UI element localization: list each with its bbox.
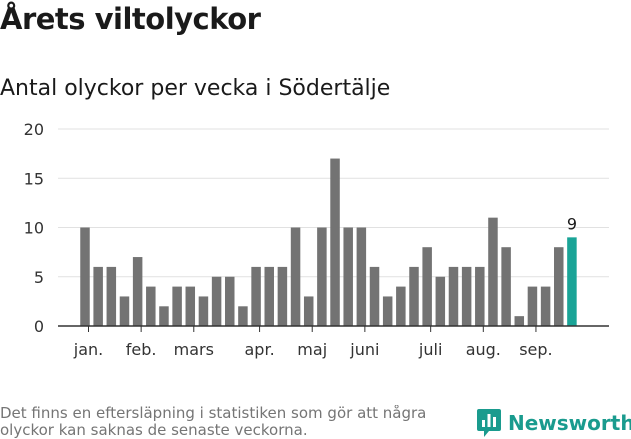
x-tick-label: feb.	[126, 340, 157, 359]
bar	[80, 227, 90, 326]
bar-chart: 0 5 10 15 20 9 jan. feb. mars apr. maj juni juli aug.…	[24, 120, 609, 359]
bar	[409, 266, 419, 326]
x-tick-label: maj	[297, 340, 327, 359]
bar	[396, 286, 406, 326]
bar	[514, 316, 525, 326]
bar	[159, 306, 169, 326]
y-tick-label: 10	[24, 219, 44, 238]
x-tick-label: apr.	[245, 340, 275, 359]
bar	[264, 266, 274, 326]
bars	[80, 158, 577, 326]
x-tick-label: sep.	[519, 340, 552, 359]
y-tick-label: 15	[24, 169, 44, 188]
newsworthy-logo-icon	[477, 409, 501, 437]
brand-name: Newsworthy	[508, 411, 631, 435]
bar	[132, 257, 143, 326]
x-tick-label: juni	[349, 340, 379, 359]
bar	[277, 266, 288, 326]
highlight-value-label: 9	[567, 214, 577, 233]
x-tick-label: aug.	[466, 340, 501, 359]
y-tick-label: 5	[34, 268, 44, 287]
bar	[211, 276, 222, 326]
bar	[317, 227, 327, 326]
bar	[290, 227, 301, 326]
bar	[461, 266, 472, 326]
chart-title: Årets viltolyckor	[0, 2, 261, 36]
bar	[501, 247, 511, 326]
bar	[106, 266, 117, 326]
bar	[185, 286, 196, 326]
bar	[330, 158, 340, 326]
x-tick-label: mars	[174, 340, 214, 359]
bar	[540, 286, 551, 326]
bar	[382, 296, 393, 326]
bar-highlighted	[567, 237, 577, 326]
bar	[146, 286, 156, 326]
axes	[58, 325, 609, 332]
bar	[343, 227, 353, 326]
bar	[527, 286, 538, 326]
bar	[448, 266, 459, 326]
bar	[488, 217, 498, 326]
bar	[435, 276, 446, 326]
bar	[554, 247, 564, 326]
bar	[422, 247, 432, 326]
footnote: Det finns en eftersläpning i statistiken…	[0, 405, 427, 439]
bar	[172, 286, 182, 326]
bar	[303, 296, 314, 326]
bar	[369, 266, 380, 326]
bar	[119, 296, 130, 326]
y-tick-label: 20	[24, 120, 44, 139]
bar	[356, 227, 367, 326]
bar	[475, 266, 485, 326]
x-tick-label: juli	[418, 340, 442, 359]
bar	[225, 276, 235, 326]
bar	[251, 266, 261, 326]
bar	[238, 306, 248, 326]
labels: 0 5 10 15 20 9 jan. feb. mars apr. maj juni juli aug.…	[24, 120, 577, 359]
bar	[198, 296, 209, 326]
y-tick-label: 0	[34, 317, 44, 336]
chart-subtitle: Antal olyckor per vecka i Södertälje	[0, 76, 391, 101]
bar	[93, 266, 103, 326]
brand[interactable]: Newsworthy	[476, 407, 631, 439]
x-tick-label: jan.	[73, 340, 103, 359]
